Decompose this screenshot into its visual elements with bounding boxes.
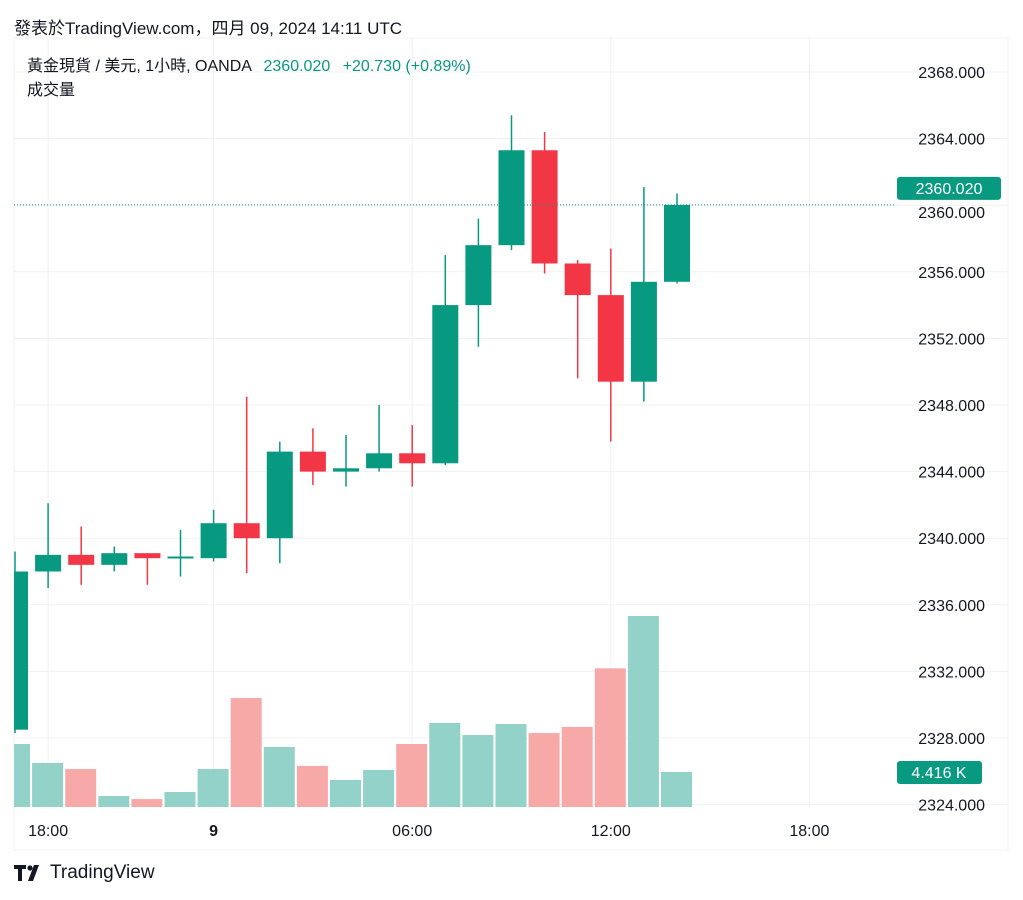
x-tick-label: 12:00 [591, 823, 631, 840]
volume-bar [164, 792, 196, 807]
volume-bar [65, 769, 97, 807]
last-price-tag-text: 2360.020 [916, 181, 983, 198]
y-tick-label: 2364.000 [918, 132, 985, 149]
y-tick-label: 2356.000 [918, 265, 985, 282]
tradingview-brand-text: TradingView [50, 862, 155, 883]
candle-body [432, 305, 459, 464]
y-tick-label: 2336.000 [918, 598, 985, 615]
x-tick-label: 18:00 [28, 823, 68, 840]
candle-body [167, 556, 194, 559]
candle-body [233, 523, 260, 539]
candle-body [664, 204, 690, 282]
volume-bar [296, 766, 328, 807]
candle-body [630, 281, 657, 382]
last-volume-tag [897, 761, 982, 784]
volume-bar [429, 722, 461, 807]
volume-bar [363, 769, 395, 807]
candle-body [465, 245, 492, 306]
candle-body [366, 453, 393, 469]
y-tick-label: 2360.000 [918, 205, 985, 222]
volume-bar [561, 726, 593, 807]
last-price: 2360.020 [263, 58, 331, 75]
y-tick-label: 2332.000 [918, 664, 985, 681]
volume-bar [263, 747, 295, 807]
volume-bar [396, 743, 428, 807]
volume-bar [32, 763, 64, 807]
volume-bar [594, 668, 626, 807]
volume-bar [14, 743, 30, 807]
candle-body [266, 451, 293, 539]
y-tick-label: 2368.000 [918, 65, 985, 82]
y-tick-label: 2344.000 [918, 465, 985, 482]
y-tick-label: 2348.000 [918, 398, 985, 415]
volume-bar [661, 772, 692, 807]
y-tick-label: 2328.000 [918, 731, 985, 748]
x-tick-label: 9 [209, 823, 218, 840]
x-tick-label: 18:00 [789, 823, 829, 840]
price-change: +20.730 (+0.89%) [342, 58, 471, 75]
volume-bar [197, 769, 229, 807]
x-tick-label: 06:00 [392, 823, 432, 840]
candle-body [498, 150, 525, 246]
volume-bar [627, 615, 659, 807]
candle-body [101, 553, 128, 565]
y-tick-label: 2352.000 [918, 331, 985, 348]
candle-body [35, 554, 62, 572]
tradingview-logo[interactable]: TradingView [14, 862, 155, 884]
y-tick-label: 2340.000 [918, 531, 985, 548]
candle-body [399, 453, 426, 464]
volume-indicator-label: 成交量 [27, 82, 76, 99]
volume-bar [230, 698, 262, 807]
tradingview-logo-icon [14, 865, 39, 881]
chart-legend: 黃金現貨 / 美元, 1小時, OANDA 2360.020 +20.730 (… [27, 55, 471, 103]
candle-body [597, 295, 624, 382]
candle-body [134, 553, 161, 559]
symbol-title: 黃金現貨 / 美元, 1小時, OANDA [27, 58, 252, 75]
volume-bar [330, 779, 361, 807]
candle-body [299, 451, 326, 472]
candle-body [333, 468, 359, 472]
chart-frame [13, 37, 1009, 851]
volume-bar [528, 733, 560, 807]
last-volume-tag-text: 4.416 K [911, 765, 966, 782]
volume-bar [131, 799, 163, 807]
published-info: 發表於TradingView.com，四月 09, 2024 14:11 UTC [14, 19, 403, 38]
volume-bar [462, 735, 494, 807]
y-tick-label: 2324.000 [918, 798, 985, 815]
candle-body [68, 554, 95, 565]
candle-body [14, 571, 28, 730]
candle-body [531, 150, 558, 264]
candle-body [564, 263, 591, 296]
last-price-tag [897, 176, 1001, 200]
volume-bar [98, 795, 130, 807]
volume-bar [495, 724, 527, 807]
candle-body [200, 523, 227, 559]
